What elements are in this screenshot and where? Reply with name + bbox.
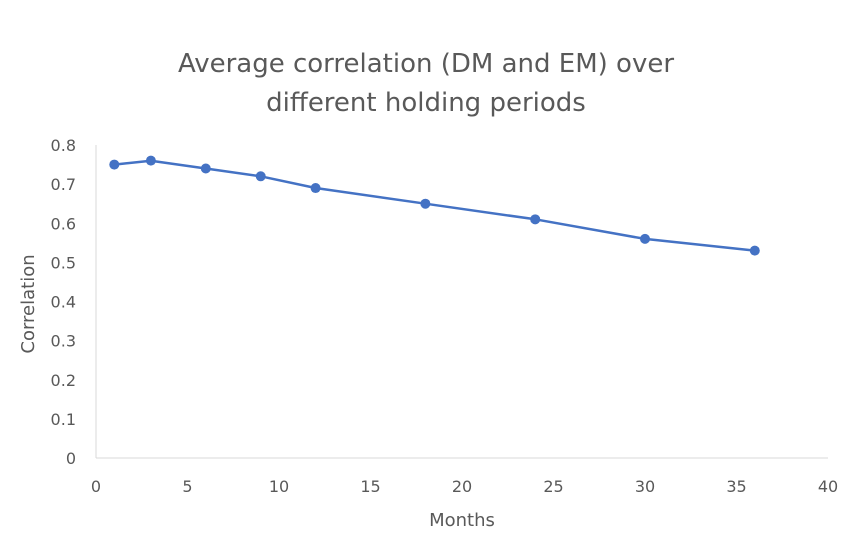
y-tick-label: 0.1 xyxy=(51,410,76,429)
x-tick-label: 10 xyxy=(269,477,289,496)
series-group xyxy=(109,155,760,256)
series-line xyxy=(114,159,755,252)
axes xyxy=(95,145,828,459)
y-tick-label: 0.6 xyxy=(51,214,76,233)
x-tick-label: 25 xyxy=(543,477,563,496)
x-axis-ticks: 0 5 10 15 20 25 30 35 40 xyxy=(91,477,838,496)
chart-title-line-2: different holding periods xyxy=(266,88,586,118)
data-point xyxy=(200,163,211,174)
y-tick-label: 0.3 xyxy=(51,332,76,351)
data-point xyxy=(310,183,321,194)
y-tick-label: 0.7 xyxy=(51,175,76,194)
data-point xyxy=(109,159,120,170)
x-tick-label: 20 xyxy=(452,477,472,496)
data-point xyxy=(749,245,760,256)
data-point xyxy=(255,171,266,182)
data-point xyxy=(145,155,156,166)
y-axis-ticks: 0 0.1 0.2 0.3 0.4 0.5 0.6 0.7 0.8 xyxy=(51,136,76,468)
x-tick-label: 40 xyxy=(818,477,838,496)
x-tick-label: 15 xyxy=(360,477,380,496)
y-axis-label: Correlation xyxy=(18,254,39,353)
x-axis-label: Months xyxy=(429,510,495,531)
x-tick-label: 35 xyxy=(726,477,746,496)
data-point xyxy=(420,198,431,209)
chart-title-line-1: Average correlation (DM and EM) over xyxy=(178,49,674,79)
y-tick-label: 0.5 xyxy=(51,253,76,272)
y-tick-label: 0.4 xyxy=(51,293,76,312)
data-point xyxy=(530,214,541,225)
y-tick-label: 0 xyxy=(66,449,76,468)
y-tick-label: 0.2 xyxy=(51,371,76,390)
x-tick-label: 0 xyxy=(91,477,101,496)
x-tick-label: 5 xyxy=(182,477,192,496)
data-point xyxy=(640,233,650,244)
x-tick-label: 30 xyxy=(635,477,655,496)
y-tick-label: 0.8 xyxy=(51,136,76,155)
